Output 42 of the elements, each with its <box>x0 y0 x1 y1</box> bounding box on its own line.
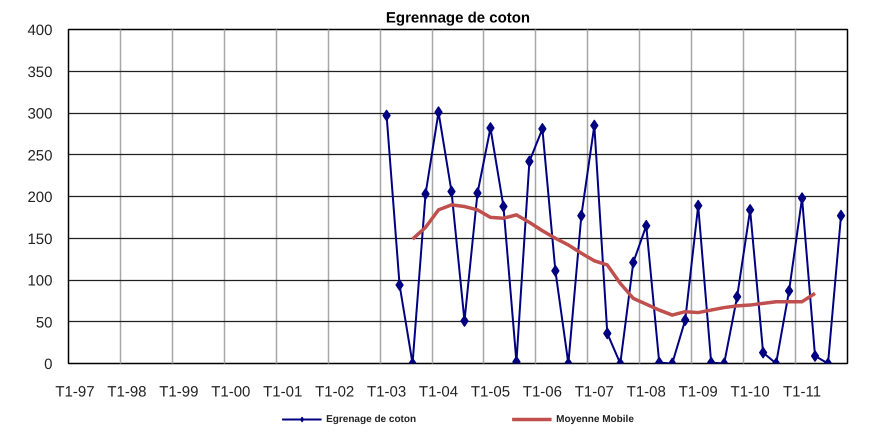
point <box>551 264 560 277</box>
point <box>473 187 482 200</box>
y-tick-label: 400 <box>27 22 53 39</box>
x-tick-label: T1-05 <box>470 384 510 400</box>
x-tick-label: T1-01 <box>263 384 302 400</box>
x-tick-label: T1-06 <box>522 384 562 400</box>
point <box>538 122 547 135</box>
x-tick-label: T1-98 <box>107 384 147 400</box>
y-tick-label: 350 <box>27 64 53 81</box>
x-tick-label: T1-07 <box>574 384 614 400</box>
x-tick-label: T1-10 <box>730 384 770 400</box>
point <box>746 204 754 216</box>
point <box>525 155 534 168</box>
y-tick-label: 200 <box>27 189 53 206</box>
x-tick-label: T1-03 <box>367 384 406 400</box>
point <box>486 122 495 134</box>
x-tick-label: T1-97 <box>55 384 95 400</box>
x-tick-label: T1-11 <box>783 384 822 400</box>
y-tick-label: 250 <box>27 147 53 164</box>
y-tick-label: 100 <box>27 272 53 290</box>
chart-title: Egrennage de coton <box>386 10 530 26</box>
legend-label: Moyenne Mobile <box>556 414 634 424</box>
x-tick-label: T1-04 <box>418 384 458 400</box>
x-tick-label: T1-99 <box>159 384 198 400</box>
y-tick-label: 300 <box>27 106 53 122</box>
point <box>836 210 846 222</box>
legend-label: Egrenage de coton <box>326 414 416 424</box>
x-tick-label: T1-09 <box>678 384 718 400</box>
point <box>577 210 586 222</box>
x-tick-label: T1-02 <box>315 384 354 400</box>
line-series <box>410 203 817 317</box>
y-tick-label: 150 <box>27 230 53 248</box>
x-tick-label: T1-00 <box>211 384 250 400</box>
y-tick-label: 0 <box>44 356 52 373</box>
point <box>784 284 794 297</box>
point <box>447 185 456 198</box>
point <box>382 110 391 122</box>
x-tick-label: T1-08 <box>626 384 666 400</box>
point <box>421 188 430 200</box>
point <box>499 200 508 213</box>
y-tick-label: 50 <box>36 314 53 332</box>
point <box>798 192 806 204</box>
